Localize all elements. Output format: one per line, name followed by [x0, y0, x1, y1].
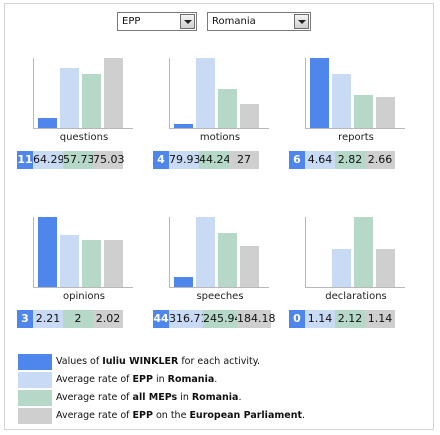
value-row-reports: 6 4.64 2.82 2.66 — [289, 151, 395, 169]
legend-text: Average rate of EPP in Romania. — [56, 374, 218, 385]
legend-swatch — [18, 354, 52, 370]
value-member: 11 — [17, 151, 33, 169]
value-row-speeches: 44 316.71 245.94 184.18 — [153, 310, 276, 328]
chart-label: reports — [338, 132, 374, 143]
x-axis — [33, 128, 133, 129]
value-group_ep: 2.66 — [365, 151, 395, 169]
legend-text: Average rate of all MEPs in Romania. — [56, 392, 242, 403]
bar-speeches-group_country — [196, 217, 215, 287]
group-select[interactable]: EPP — [117, 12, 197, 31]
bar-reports-all_country — [354, 95, 373, 128]
bar-speeches-member — [174, 277, 193, 287]
y-axis — [305, 58, 306, 128]
bar-motions-all_country — [218, 89, 237, 128]
bar-questions-member — [38, 118, 57, 128]
value-all_country: 2.12 — [335, 310, 365, 328]
value-all_country: 44.24 — [199, 151, 231, 169]
value-group_country: 2.21 — [33, 310, 63, 328]
x-axis — [169, 287, 269, 288]
chart-questions — [33, 58, 143, 129]
bar-reports-group_country — [332, 74, 351, 128]
legend-swatch — [18, 408, 52, 424]
value-all_country: 2.82 — [335, 151, 365, 169]
bar-opinions-group_ep — [104, 240, 123, 287]
bar-reports-group_ep — [376, 97, 395, 128]
value-member: 44 — [153, 310, 169, 328]
y-axis — [33, 217, 34, 287]
chart-label: speeches — [196, 291, 244, 302]
value-group_ep: 75.03 — [93, 151, 125, 169]
bar-speeches-group_ep — [240, 246, 259, 287]
value-member: 4 — [153, 151, 169, 169]
value-member: 6 — [289, 151, 305, 169]
value-group_ep: 27 — [229, 151, 259, 169]
chart-reports — [305, 58, 415, 129]
bar-declarations-group_ep — [376, 249, 395, 287]
value-row-motions: 4 79.93 44.24 27 — [153, 151, 259, 169]
x-axis — [305, 128, 405, 129]
bar-speeches-all_country — [218, 233, 237, 287]
legend-text: Values of Iuliu WINKLER for each activit… — [56, 356, 261, 367]
value-all_country: 2 — [63, 310, 93, 328]
bar-motions-group_ep — [240, 104, 259, 128]
bar-opinions-all_country — [82, 240, 101, 287]
bar-motions-group_country — [196, 58, 215, 128]
bar-questions-group_ep — [104, 58, 123, 128]
value-row-opinions: 3 2.21 2 2.02 — [17, 310, 123, 328]
value-group_country: 316.71 — [169, 310, 208, 328]
bar-opinions-member — [38, 217, 57, 287]
x-axis — [169, 128, 269, 129]
chevron-down-icon[interactable] — [294, 14, 309, 29]
legend-swatch — [18, 390, 52, 406]
chart-motions — [169, 58, 279, 129]
activity-panel: EPP Romania questions 11 64.29 57.73 75.03 mo… — [4, 3, 434, 430]
legend-text: Average rate of EPP on the European Parl… — [56, 410, 306, 421]
country-select[interactable]: Romania — [207, 12, 311, 31]
chart-opinions — [33, 217, 143, 288]
y-axis — [169, 58, 170, 128]
bar-declarations-all_country — [354, 217, 373, 287]
value-group_country: 79.93 — [169, 151, 201, 169]
value-group_ep: 184.18 — [237, 310, 276, 328]
value-all_country: 245.94 — [203, 310, 242, 328]
value-group_country: 4.64 — [305, 151, 335, 169]
y-axis — [305, 217, 306, 287]
value-group_ep: 1.14 — [365, 310, 395, 328]
y-axis — [33, 58, 34, 128]
legend-swatch — [18, 372, 52, 388]
bar-reports-member — [310, 58, 329, 128]
chart-label: declarations — [325, 291, 387, 302]
y-axis — [169, 217, 170, 287]
bar-motions-member — [174, 124, 193, 128]
value-group_country: 64.29 — [33, 151, 65, 169]
value-group_ep: 2.02 — [93, 310, 123, 328]
value-all_country: 57.73 — [63, 151, 95, 169]
x-axis — [33, 287, 133, 288]
value-row-declarations: 0 1.14 2.12 1.14 — [289, 310, 395, 328]
value-member: 3 — [17, 310, 33, 328]
chart-declarations — [305, 217, 415, 288]
value-member: 0 — [289, 310, 305, 328]
value-row-questions: 11 64.29 57.73 75.03 — [17, 151, 125, 169]
bar-opinions-group_country — [60, 235, 79, 287]
group-select-value: EPP — [122, 16, 141, 27]
bar-questions-group_country — [60, 68, 79, 128]
country-select-value: Romania — [212, 16, 256, 27]
bar-declarations-group_country — [332, 249, 351, 287]
chart-speeches — [169, 217, 279, 288]
bar-questions-all_country — [82, 74, 101, 128]
chart-label: questions — [59, 132, 109, 143]
chart-label: motions — [199, 132, 241, 143]
chart-label: opinions — [62, 291, 106, 302]
chevron-down-icon[interactable] — [180, 14, 195, 29]
value-group_country: 1.14 — [305, 310, 335, 328]
x-axis — [305, 287, 405, 288]
